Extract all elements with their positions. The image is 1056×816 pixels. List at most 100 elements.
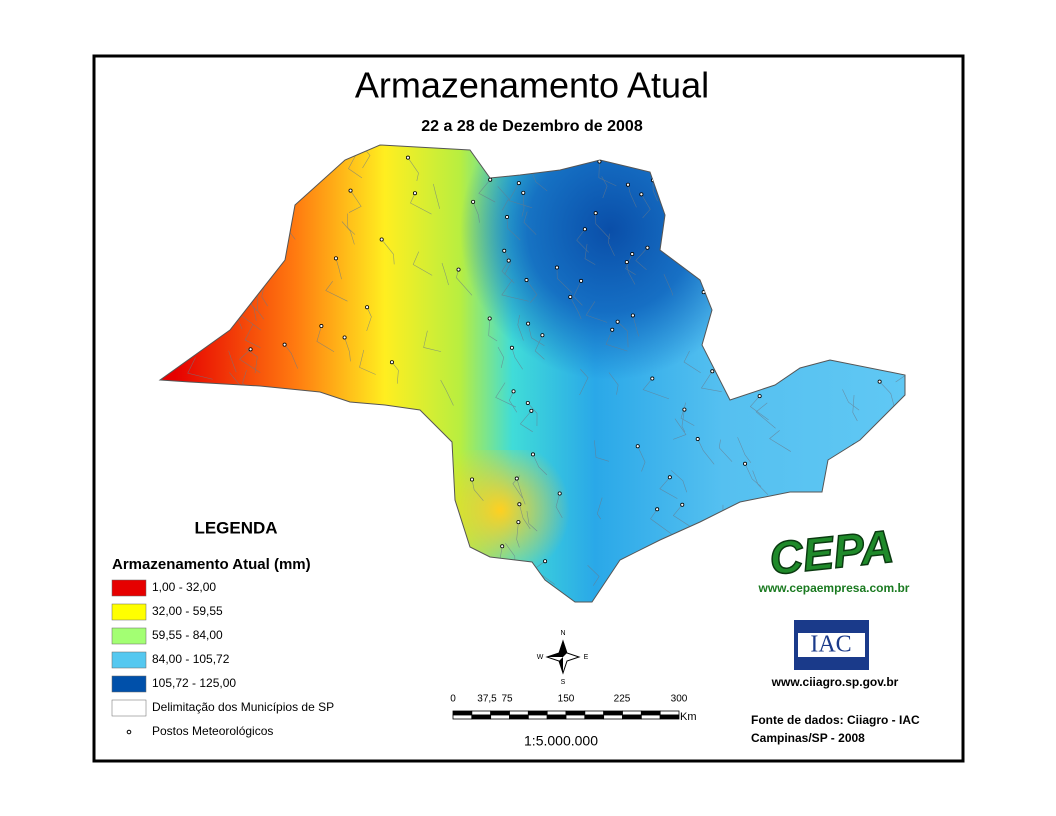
weather-station (333, 256, 338, 261)
weather-station (500, 544, 505, 549)
municipal-boundary (224, 285, 229, 311)
scale-bar: 0 37,5 75 150 225 300 (450, 694, 688, 720)
legend-label: 32,00 - 59,55 (152, 604, 223, 618)
municipal-boundary (495, 382, 517, 408)
municipal-boundary (423, 447, 427, 473)
legend-heading: LEGENDA (194, 518, 277, 537)
weather-station (365, 305, 370, 310)
weather-station (225, 177, 230, 182)
municipal-boundary (890, 226, 901, 248)
scale-tick-label: 225 (614, 694, 631, 705)
scale-segment (546, 714, 567, 720)
municipal-boundary (742, 567, 754, 592)
municipal-boundary (766, 598, 790, 602)
municipal-boundary (605, 329, 628, 352)
weather-station (525, 400, 530, 405)
weather-station (200, 261, 205, 266)
weather-station (455, 545, 460, 550)
weather-station (297, 536, 302, 541)
municipal-boundary (257, 294, 265, 320)
municipal-boundary (325, 281, 348, 302)
municipal-boundary (236, 413, 249, 435)
municipal-boundary (279, 422, 291, 444)
weather-station (360, 495, 365, 500)
municipal-boundary (519, 504, 531, 530)
municipal-boundary (842, 389, 860, 411)
weather-station (716, 222, 721, 227)
municipal-boundary (231, 173, 240, 196)
municipal-boundary (173, 301, 184, 324)
source-line: Campinas/SP - 2008 (751, 731, 865, 745)
municipal-boundary (375, 429, 390, 451)
municipal-boundary (641, 194, 651, 219)
scale-segment (452, 710, 473, 716)
municipal-boundary (723, 303, 730, 326)
weather-station (870, 145, 875, 148)
municipal-boundary (412, 594, 428, 602)
municipal-boundary (841, 198, 864, 225)
municipal-boundary (759, 206, 770, 232)
weather-station (695, 437, 700, 442)
scale-segment (659, 710, 680, 716)
municipal-boundary (585, 301, 608, 323)
weather-station (517, 502, 522, 507)
weather-station (283, 145, 288, 149)
weather-station (257, 226, 262, 231)
weather-station (888, 224, 893, 229)
weather-station (471, 199, 476, 204)
municipal-boundary (253, 150, 266, 172)
scale-tick-label: 0 (450, 694, 456, 705)
municipal-boundary (381, 239, 395, 265)
municipal-boundary (506, 578, 530, 602)
map-frame (92, 54, 965, 763)
municipal-boundary (440, 379, 454, 406)
municipal-boundary (494, 589, 513, 602)
weather-station (175, 525, 180, 530)
municipal-boundary (276, 146, 287, 172)
weather-station (506, 258, 511, 263)
weather-station (655, 507, 660, 512)
municipal-boundary (301, 443, 309, 469)
weather-station (874, 292, 879, 297)
weather-station (285, 509, 290, 514)
scale-segment (509, 710, 529, 716)
municipal-boundary (852, 395, 858, 422)
weather-station (879, 423, 884, 428)
compass-s: S (561, 679, 566, 686)
weather-station (903, 157, 905, 162)
scale-segment (659, 714, 680, 720)
weather-station (582, 227, 587, 232)
municipal-boundary (745, 273, 766, 295)
municipal-boundary (240, 217, 253, 239)
municipal-boundary (576, 229, 589, 253)
municipal-boundary (271, 226, 280, 253)
weather-station (412, 191, 417, 196)
weather-station (892, 311, 897, 316)
weather-station (630, 313, 635, 318)
municipal-boundary (219, 437, 245, 459)
municipal-boundary (829, 235, 851, 260)
scale-tick-label: 300 (671, 694, 688, 705)
scale-segment (565, 714, 586, 720)
weather-station (502, 569, 507, 574)
municipal-boundary (336, 417, 350, 442)
municipal-boundary (508, 391, 518, 413)
municipal-boundary (617, 321, 629, 348)
weather-station (160, 367, 163, 372)
municipal-boundary (527, 323, 545, 346)
weather-station (519, 147, 524, 152)
municipal-boundary (556, 267, 573, 294)
municipal-boundary (876, 294, 886, 320)
municipal-boundary (667, 222, 680, 243)
municipal-boundary (831, 266, 844, 291)
municipal-boundary (172, 506, 176, 528)
municipal-boundary (772, 234, 783, 256)
weather-station (514, 476, 519, 481)
municipal-boundary (238, 152, 247, 177)
weather-station (639, 192, 644, 197)
municipal-boundary (244, 324, 261, 348)
source-line: Fonte de dados: Ciiagro - IAC (751, 713, 920, 727)
municipal-boundary (220, 154, 223, 176)
municipal-boundary (573, 280, 583, 306)
municipal-boundary (742, 369, 759, 391)
